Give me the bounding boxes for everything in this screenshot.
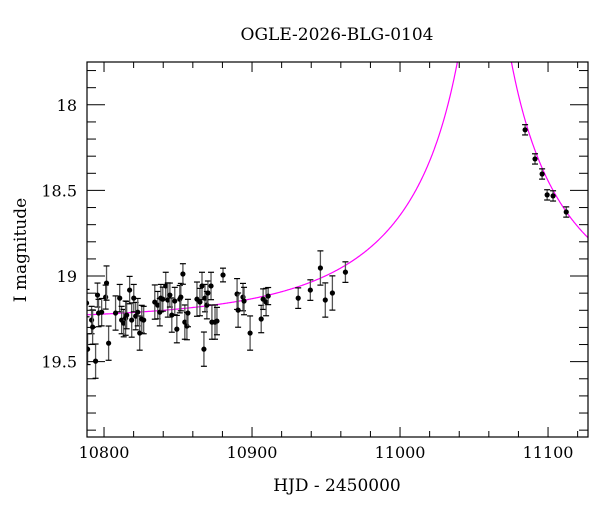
data-point (178, 294, 184, 300)
data-point (167, 292, 173, 298)
data-point (117, 295, 123, 301)
data-point (94, 292, 101, 298)
data-point (241, 298, 247, 304)
data-point (235, 307, 241, 313)
data-point (80, 293, 85, 298)
y-axis-label: I magnitude (11, 198, 31, 302)
data-point (92, 358, 99, 364)
x-tick-label: 10900 (227, 443, 278, 462)
data-point (135, 309, 141, 315)
data-point (550, 193, 556, 199)
y-tick-label: 18 (57, 96, 77, 115)
data-point (247, 330, 253, 336)
data-point (182, 319, 188, 325)
data-point (184, 323, 190, 329)
data-point (539, 171, 545, 177)
data-point (234, 291, 240, 297)
data-point (133, 313, 139, 319)
data-point (112, 310, 119, 316)
x-tick-label: 10800 (79, 443, 130, 462)
axis-ticks: 10800 10900 11000 11100 18 18.5 19 19.5 (41, 62, 588, 462)
data-point (544, 192, 550, 198)
y-tick-label: 19 (57, 267, 77, 286)
model-curve-group (87, 62, 588, 316)
data-point (205, 290, 211, 296)
data-point (141, 317, 147, 323)
data-point (88, 317, 95, 323)
data-point (532, 156, 538, 162)
data-point (87, 298, 88, 300)
x-axis-label: HJD - 2450000 (273, 476, 401, 496)
data-point (174, 326, 180, 332)
data-point (103, 294, 109, 300)
data-point (208, 283, 214, 289)
data-point (87, 346, 91, 352)
data-point (265, 293, 271, 299)
data-point (90, 324, 96, 330)
data-point (220, 272, 226, 278)
data-point (263, 299, 269, 305)
x-tick-label: 11000 (375, 443, 426, 462)
data-point (201, 346, 207, 352)
data-point (258, 316, 264, 322)
data-points (80, 124, 570, 379)
y-tick-label: 19.5 (41, 353, 77, 372)
chart-title: OGLE-2026-BLG-0104 (241, 25, 434, 45)
data-point (163, 283, 169, 289)
data-point (342, 269, 349, 275)
data-point (322, 297, 328, 303)
data-point (129, 317, 135, 323)
data-point (155, 302, 161, 308)
data-point (127, 287, 133, 293)
y-tick-label: 18.5 (41, 181, 77, 200)
data-point (103, 280, 110, 286)
data-point (295, 295, 301, 301)
plot-frame (86, 61, 589, 438)
data-point (124, 312, 130, 318)
data-point (522, 127, 528, 133)
data-point (81, 323, 86, 328)
data-point (317, 265, 324, 271)
data-point (165, 297, 171, 303)
x-tick-label: 11100 (523, 443, 574, 462)
data-point (197, 299, 203, 305)
data-point (329, 290, 335, 296)
data-point (106, 340, 112, 346)
data-point (307, 287, 313, 293)
data-point (172, 298, 178, 304)
data-point (180, 271, 186, 277)
data-point (99, 309, 105, 315)
data-point (563, 209, 569, 215)
data-point (131, 295, 137, 301)
data-point (185, 310, 191, 316)
data-point (214, 318, 220, 324)
model-curve (87, 62, 588, 316)
